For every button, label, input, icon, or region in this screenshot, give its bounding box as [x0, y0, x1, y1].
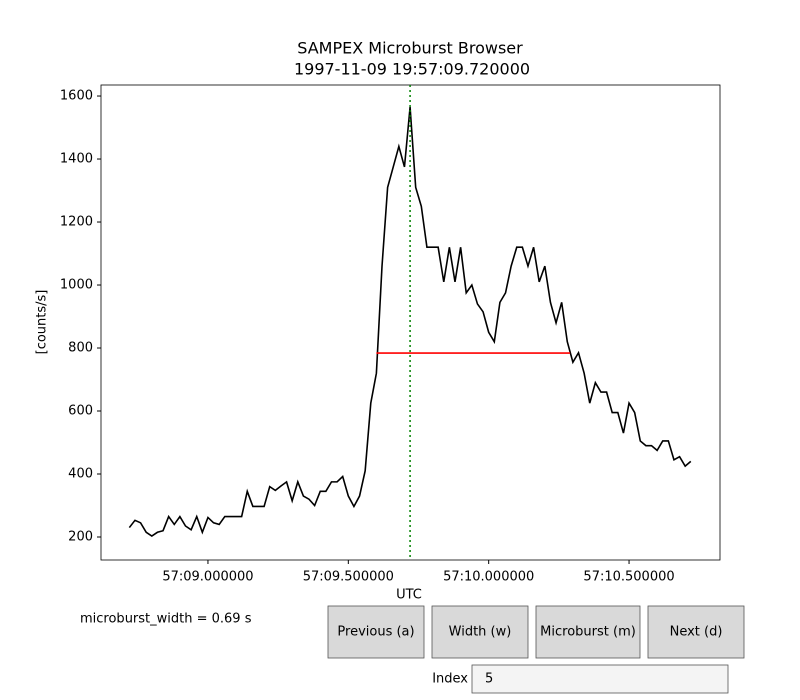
y-tick-label: 800 [68, 341, 93, 356]
y-tick-label: 600 [68, 404, 93, 419]
chart-title: SAMPEX Microburst Browser [297, 39, 523, 58]
button-label[interactable]: Microburst (m) [540, 625, 636, 640]
button[interactable] [431, 605, 529, 659]
y-axis-label: [counts/s] [35, 290, 50, 355]
button[interactable] [327, 605, 425, 659]
x-axis-label: UTC [396, 588, 422, 603]
y-tick-label: 1600 [60, 89, 93, 104]
index-value[interactable]: 5 [485, 672, 493, 687]
button-label[interactable]: Width (w) [449, 625, 512, 640]
chart-subtitle: 1997-11-09 19:57:09.720000 [294, 60, 530, 79]
y-tick-label: 1200 [60, 215, 93, 230]
y-tick-label: 400 [68, 467, 93, 482]
button[interactable] [647, 605, 745, 659]
y-tick-label: 1400 [60, 152, 93, 167]
y-tick-label: 200 [68, 530, 93, 545]
x-tick-label: 57:10.000000 [443, 570, 534, 585]
y-tick-label: 1000 [60, 278, 93, 293]
width-text: microburst_width = 0.69 s [80, 612, 252, 627]
button-label[interactable]: Next (d) [670, 625, 723, 640]
x-tick-label: 57:10.500000 [583, 570, 674, 585]
button-label[interactable]: Previous (a) [337, 625, 414, 640]
x-tick-label: 57:09.000000 [162, 570, 253, 585]
index-label: Index [432, 672, 468, 687]
data-line [128, 106, 692, 538]
x-tick-label: 57:09.500000 [303, 570, 394, 585]
button[interactable] [535, 605, 641, 659]
index-textbox[interactable] [471, 664, 729, 694]
